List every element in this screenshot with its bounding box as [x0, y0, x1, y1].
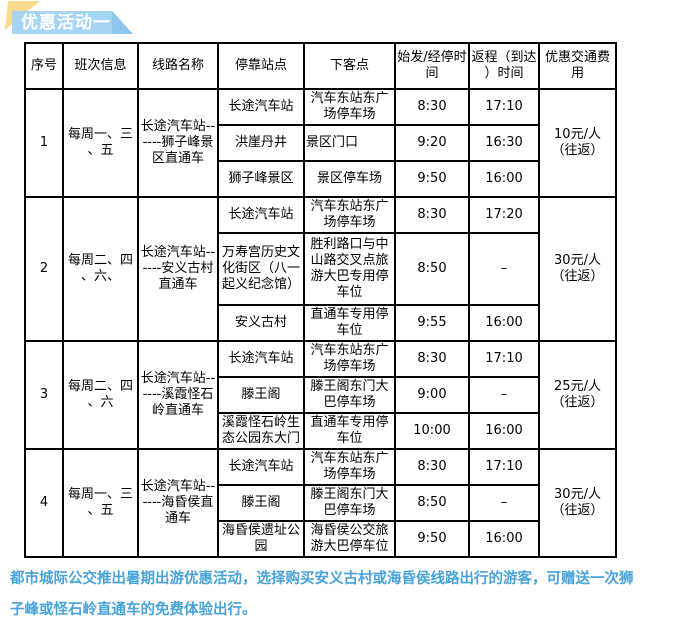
table-row: 4 每周一、三、五 长途汽车站------海昏侯直通车 长途汽车站 汽车东站东广…	[24, 448, 617, 558]
cell-return: 16:30	[468, 124, 540, 162]
cell-return: 17:20	[468, 196, 540, 234]
cell-depart: 8:30	[394, 340, 470, 378]
table-row: 万寿宫历史文化街区（八一起义纪念馆） 胜利路口与中山路交叉点旅游大巴专用停车位 …	[25, 232, 616, 306]
cell-route: 长途汽车站------溪霞怪石岭直通车	[137, 340, 219, 450]
cell-fee: 10元/人 （往返）	[538, 88, 617, 198]
table-header-row: 序号 班次信息 线路名称 停靠站点 下客点 始发/经停时间 返程（到达）时间 优…	[24, 42, 617, 90]
cell-stop: 海昏侯遗址公园	[217, 520, 305, 558]
cell-depart: 8:30	[394, 88, 470, 126]
cell-schedule: 每周一、三、五	[62, 448, 139, 558]
table-row: 滕王阁 滕王阁东门大巴停车场 8:50 –	[25, 484, 616, 522]
cell-drop: 汽车东站东广场停车场	[303, 448, 396, 486]
cell-return: –	[468, 232, 540, 306]
cell-drop: 滕王阁东门大巴停车场	[303, 376, 396, 414]
cell-fee: 25元/人 （往返）	[538, 340, 617, 450]
table-row: 安义古村 直通车专用停车位 9:55 16:00	[25, 304, 616, 342]
cell-drop: 汽车东站东广场停车场	[303, 88, 396, 126]
header-drop: 下客点	[303, 42, 396, 90]
cell-return: –	[468, 484, 540, 522]
cell-fee: 30元/人 （往返）	[538, 196, 617, 342]
cell-stop: 长途汽车站	[217, 196, 305, 234]
cell-stop: 狮子峰景区	[217, 160, 305, 198]
table-row: 1 每周一、三、五 长途汽车站------狮子峰景区直通车 长途汽车站 汽车东站…	[24, 88, 617, 198]
table-row: 3 每周二、四、六 长途汽车站------溪霞怪石岭直通车 长途汽车站 汽车东站…	[24, 340, 617, 450]
cell-stop: 安义古村	[217, 304, 305, 342]
header-route: 线路名称	[137, 42, 219, 90]
cell-stop: 长途汽车站	[217, 88, 305, 126]
cell-route: 长途汽车站------海昏侯直通车	[137, 448, 219, 558]
cell-drop: 直通车专用停车位	[303, 304, 396, 342]
cell-depart: 9:50	[394, 160, 470, 198]
cell-depart: 9:55	[394, 304, 470, 342]
table-row: 溪霞怪石岭生态公园东大门 直通车专用停车位 10:00 16:00	[25, 412, 616, 450]
cell-drop: 汽车东站东广场停车场	[303, 340, 396, 378]
cell-drop: 景区停车场	[303, 160, 396, 198]
cell-stop: 溪霞怪石岭生态公园东大门	[217, 412, 305, 450]
cell-return: 16:00	[468, 160, 540, 198]
banner-ribbon-fold	[112, 11, 133, 34]
cell-drop: 直通车专用停车位	[303, 412, 396, 450]
cell-drop: 汽车东站东广场停车场	[303, 196, 396, 234]
cell-depart: 9:20	[394, 124, 470, 162]
cell-fee: 30元/人 （往返）	[538, 448, 617, 558]
banner-ribbon	[12, 11, 133, 34]
cell-drop: 滕王阁东门大巴停车场	[303, 484, 396, 522]
cell-stop: 滕王阁	[217, 484, 305, 522]
cell-return: 16:00	[468, 412, 540, 450]
table-row: 海昏侯遗址公园 海昏侯公交旅游大巴停车位 9:50 16:00	[25, 520, 616, 558]
cell-route: 长途汽车站------安义古村直通车	[137, 196, 219, 342]
table-row: 2 每周二、四、六、 长途汽车站------安义古村直通车 长途汽车站 汽车东站…	[24, 196, 617, 342]
header-depart-time: 始发/经停时间	[394, 42, 470, 90]
cell-return: 17:10	[468, 448, 540, 486]
cell-return: 16:00	[468, 520, 540, 558]
cell-depart: 8:30	[394, 196, 470, 234]
table-row: 狮子峰景区 景区停车场 9:50 16:00	[25, 160, 616, 198]
footer-note: 都市城际公交推出暑期出游优惠活动，选择购买安义古村或海昏侯线路出行的游客，可赠送…	[10, 571, 634, 618]
cell-drop: 胜利路口与中山路交叉点旅游大巴专用停车位	[303, 232, 396, 306]
cell-schedule: 每周二、四、六、	[62, 196, 139, 342]
cell-drop: 景区门口	[303, 124, 396, 162]
cell-return: 16:00	[468, 304, 540, 342]
cell-schedule: 每周一、三、五	[62, 88, 139, 198]
banner-title: 优惠活动一	[21, 13, 111, 33]
cell-return: –	[468, 376, 540, 414]
cell-return: 17:10	[468, 88, 540, 126]
banner-ribbon-graphic	[5, 1, 133, 34]
cell-drop: 海昏侯公交旅游大巴停车位	[303, 520, 396, 558]
header-schedule: 班次信息	[62, 42, 139, 90]
cell-no: 2	[24, 196, 64, 342]
header-fee: 优惠交通费用	[538, 42, 617, 90]
header-return-time: 返程（到达）时间	[468, 42, 540, 90]
table-row: 滕王阁 滕王阁东门大巴停车场 9:00 –	[25, 376, 616, 414]
cell-stop: 长途汽车站	[217, 340, 305, 378]
cell-schedule: 每周二、四、六	[62, 340, 139, 450]
cell-no: 4	[24, 448, 64, 558]
cell-no: 3	[24, 340, 64, 450]
cell-depart: 8:50	[394, 484, 470, 522]
cell-return: 17:10	[468, 340, 540, 378]
cell-stop: 洪崖丹井	[217, 124, 305, 162]
cell-no: 1	[24, 88, 64, 198]
cell-depart: 10:00	[394, 412, 470, 450]
table-row: 洪崖丹井 景区门口 9:20 16:30	[25, 124, 616, 162]
header-stop: 停靠站点	[217, 42, 305, 90]
cell-route: 长途汽车站------狮子峰景区直通车	[137, 88, 219, 198]
discount-timetable: 序号 班次信息 线路名称 停靠站点 下客点 始发/经停时间 返程（到达）时间 优…	[24, 42, 617, 558]
cell-depart: 9:00	[394, 376, 470, 414]
banner: 优惠活动一	[0, 0, 220, 42]
cell-depart: 9:50	[394, 520, 470, 558]
cell-depart: 8:30	[394, 448, 470, 486]
header-no: 序号	[24, 42, 64, 90]
cell-stop: 长途汽车站	[217, 448, 305, 486]
cell-stop: 滕王阁	[217, 376, 305, 414]
cell-stop: 万寿宫历史文化街区（八一起义纪念馆）	[217, 232, 305, 306]
cell-depart: 8:50	[394, 232, 470, 306]
